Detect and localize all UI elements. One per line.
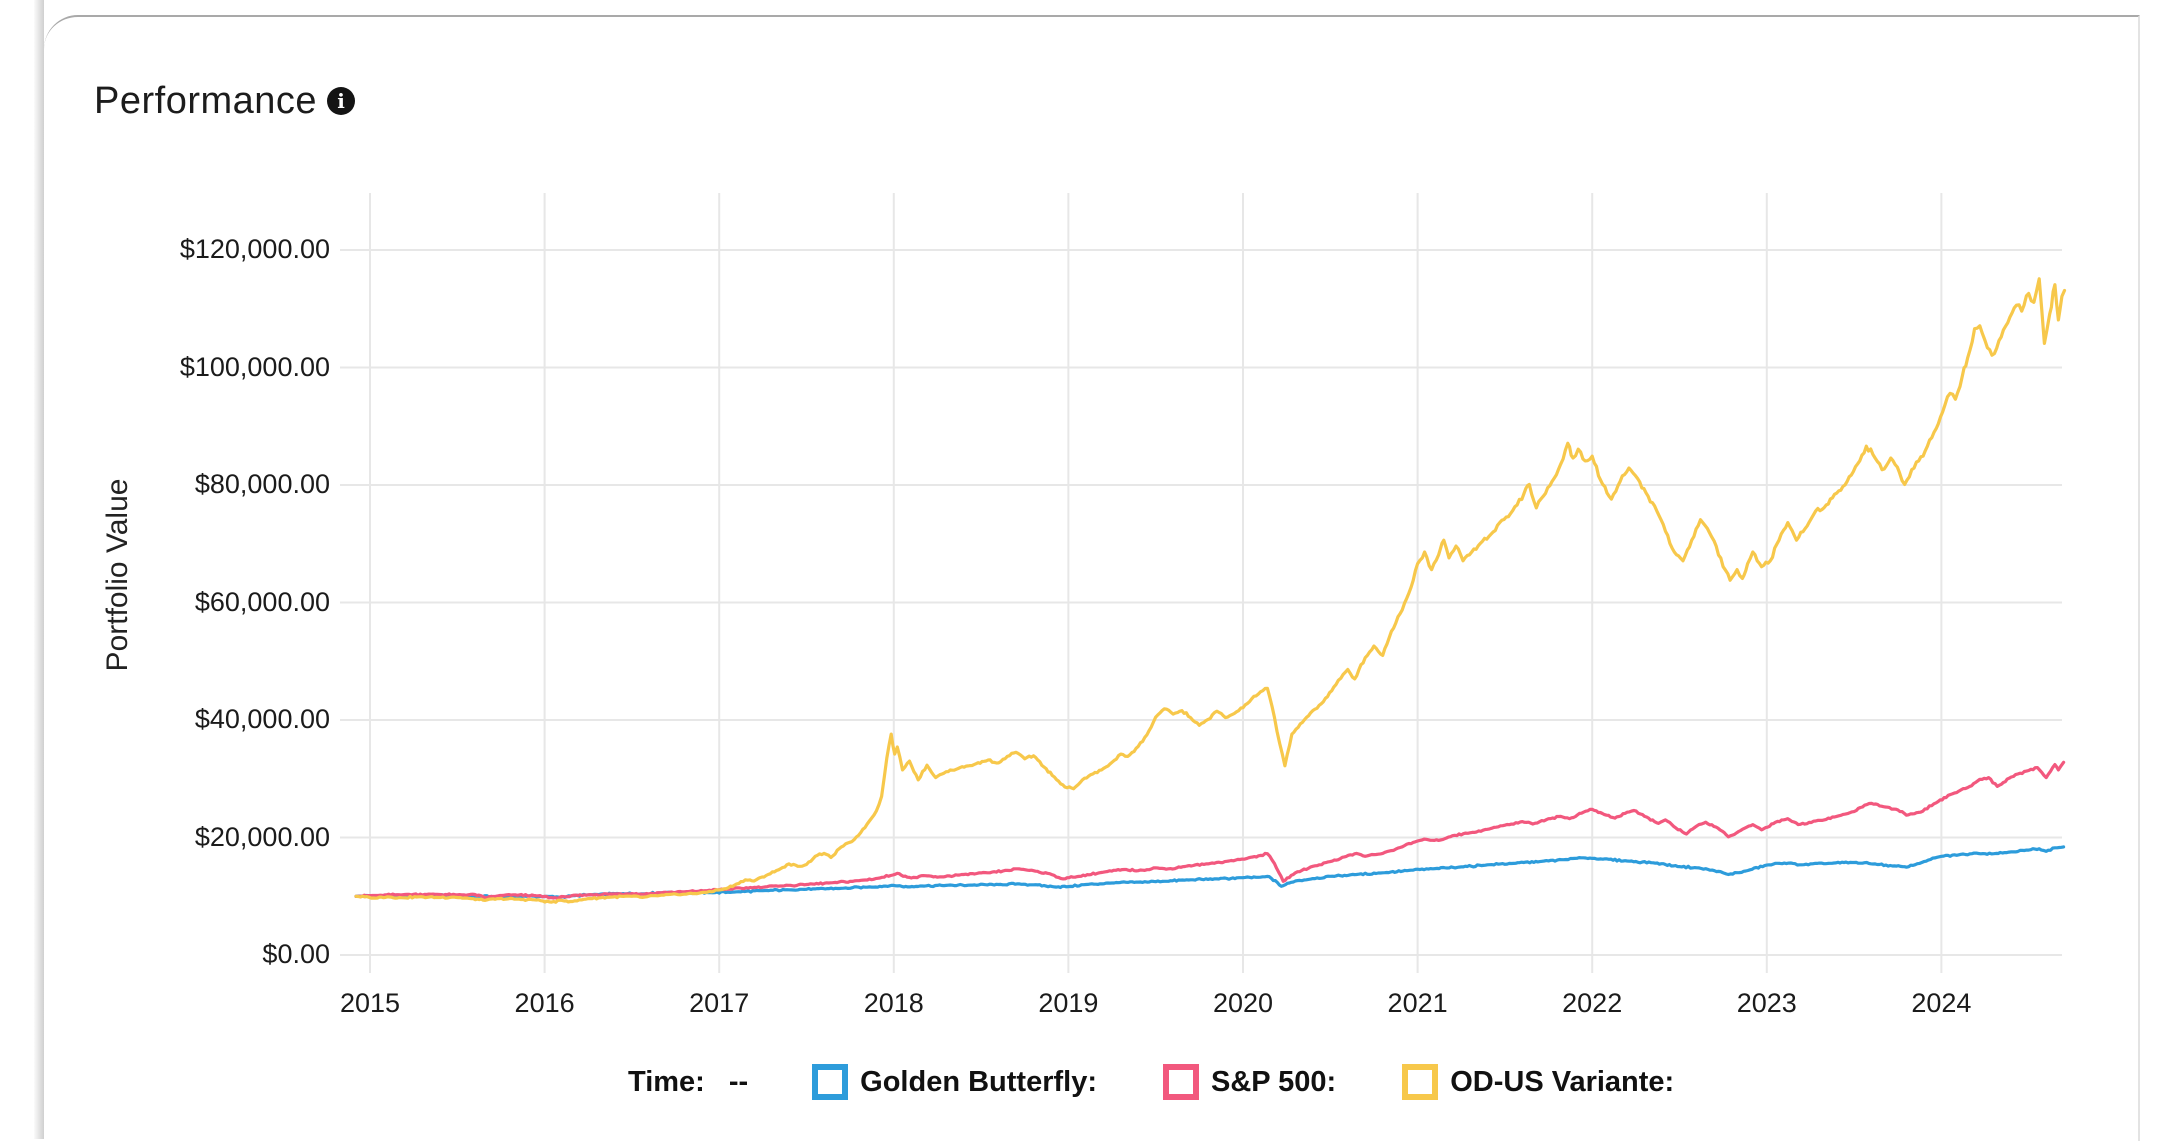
- series-line-od-us-variante: [354, 277, 2067, 904]
- series-line-s-p-500: [354, 760, 2066, 900]
- legend-item-label: OD-US Variante:: [1450, 1065, 1675, 1098]
- page-title: Performance: [94, 79, 318, 122]
- legend-time-label: Time:: [628, 1065, 705, 1098]
- x-axis-tick-label: 2023: [1736, 988, 1797, 1018]
- y-axis-tick-label: $40,000.00: [194, 704, 330, 734]
- legend-item-label: S&P 500:: [1211, 1065, 1337, 1098]
- info-icon[interactable]: i: [327, 87, 356, 115]
- legend-color-swatch: [1402, 1064, 1439, 1100]
- x-axis-tick-label: 2022: [1562, 988, 1623, 1018]
- x-axis-tick-label: 2017: [689, 988, 750, 1018]
- legend-time-value: --: [728, 1065, 749, 1098]
- x-axis-tick-label: 2021: [1387, 988, 1448, 1018]
- legend-color-swatch: [812, 1064, 849, 1100]
- x-axis-tick-label: 2018: [863, 988, 924, 1018]
- x-axis-tick-label: 2020: [1212, 988, 1274, 1018]
- x-axis-tick-label: 2019: [1038, 988, 1099, 1018]
- legend-item-label: Golden Butterfly:: [860, 1065, 1097, 1098]
- legend-item-s-p-500[interactable]: S&P 500:: [1163, 1064, 1336, 1100]
- x-axis-tick-label: 2016: [514, 988, 575, 1018]
- y-axis-tick-label: $80,000.00: [194, 469, 330, 499]
- y-axis-tick-label: $100,000.00: [179, 351, 330, 382]
- card-header: Performance i: [94, 76, 356, 126]
- y-axis-title: Portfolio Value: [101, 478, 134, 672]
- y-axis-tick-label: $20,000.00: [194, 821, 330, 852]
- y-axis-tick-label: $120,000.00: [179, 234, 330, 264]
- y-axis-tick-label: $60,000.00: [194, 586, 330, 617]
- legend-color-swatch: [1163, 1064, 1199, 1100]
- legend-item-od-us-variante[interactable]: OD-US Variante:: [1402, 1064, 1674, 1100]
- x-axis-tick-label: 2015: [339, 988, 401, 1018]
- y-axis-tick-label: $0.00: [262, 939, 330, 969]
- series-line-golden-butterfly: [354, 845, 2066, 899]
- chart-legend: Time: -- Golden Butterfly: S&P 500: OD-US …: [628, 1064, 1740, 1100]
- page-left-divider: [34, 0, 44, 1139]
- x-axis-tick-label: 2024: [1911, 988, 1972, 1018]
- legend-item-golden-butterfly[interactable]: Golden Butterfly:: [812, 1064, 1097, 1100]
